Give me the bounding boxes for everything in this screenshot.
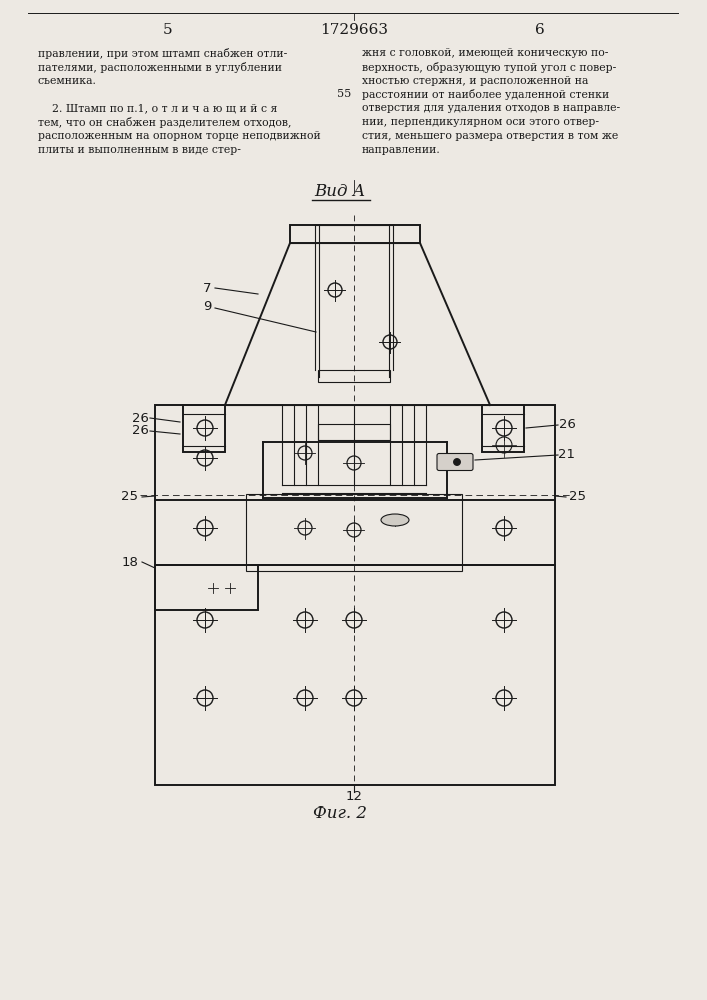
Bar: [155, 565, 258, 610]
Text: 5: 5: [163, 23, 173, 37]
Text: 55: 55: [337, 89, 351, 99]
Bar: [482, 405, 524, 452]
Text: нии, перпендикулярном оси этого отвер-: нии, перпендикулярном оси этого отвер-: [362, 117, 599, 127]
Bar: [318, 370, 390, 382]
Text: 26: 26: [132, 424, 148, 438]
Text: съемника.: съемника.: [38, 76, 97, 86]
Text: 12: 12: [346, 790, 363, 804]
Text: расположенным на опорном торце неподвижной: расположенным на опорном торце неподвижн…: [38, 131, 321, 141]
Bar: [155, 405, 555, 785]
Text: отверстия для удаления отходов в направле-: отверстия для удаления отходов в направл…: [362, 103, 620, 113]
Text: 6: 6: [535, 23, 545, 37]
Text: 7: 7: [203, 282, 211, 294]
Text: расстоянии от наиболее удаленной стенки: расстоянии от наиболее удаленной стенки: [362, 89, 609, 100]
Text: стия, меньшего размера отверстия в том же: стия, меньшего размера отверстия в том ж…: [362, 131, 618, 141]
Text: хностью стержня, и расположенной на: хностью стержня, и расположенной на: [362, 76, 588, 86]
Bar: [246, 494, 462, 571]
Text: 25: 25: [570, 490, 587, 504]
Text: направлении.: направлении.: [362, 145, 440, 155]
Text: пателями, расположенными в углублении: пателями, расположенными в углублении: [38, 62, 282, 73]
Text: Вид А: Вид А: [315, 184, 366, 200]
Ellipse shape: [381, 514, 409, 526]
Bar: [318, 424, 390, 440]
Bar: [290, 225, 420, 243]
Text: 26: 26: [132, 412, 148, 424]
Text: правлении, при этом штамп снабжен отли-: правлении, при этом штамп снабжен отли-: [38, 48, 287, 59]
Text: 21: 21: [559, 448, 575, 462]
Text: тем, что он снабжен разделителем отходов,: тем, что он снабжен разделителем отходов…: [38, 117, 291, 128]
Text: жня с головкой, имеющей коническую по-: жня с головкой, имеющей коническую по-: [362, 48, 609, 58]
Text: 26: 26: [559, 418, 575, 432]
Circle shape: [453, 458, 460, 466]
Text: верхность, образующую тупой угол с повер-: верхность, образующую тупой угол с повер…: [362, 62, 617, 73]
Text: 9: 9: [203, 300, 211, 314]
Text: Фиг. 2: Фиг. 2: [313, 806, 367, 822]
Text: плиты и выполненным в виде стер-: плиты и выполненным в виде стер-: [38, 145, 241, 155]
FancyBboxPatch shape: [437, 454, 473, 471]
Text: 25: 25: [122, 490, 139, 504]
Text: 18: 18: [122, 556, 139, 568]
Text: 1729663: 1729663: [320, 23, 388, 37]
Text: 2. Штамп по п.1, о т л и ч а ю щ и й с я: 2. Штамп по п.1, о т л и ч а ю щ и й с я: [38, 103, 277, 113]
Bar: [183, 405, 225, 452]
